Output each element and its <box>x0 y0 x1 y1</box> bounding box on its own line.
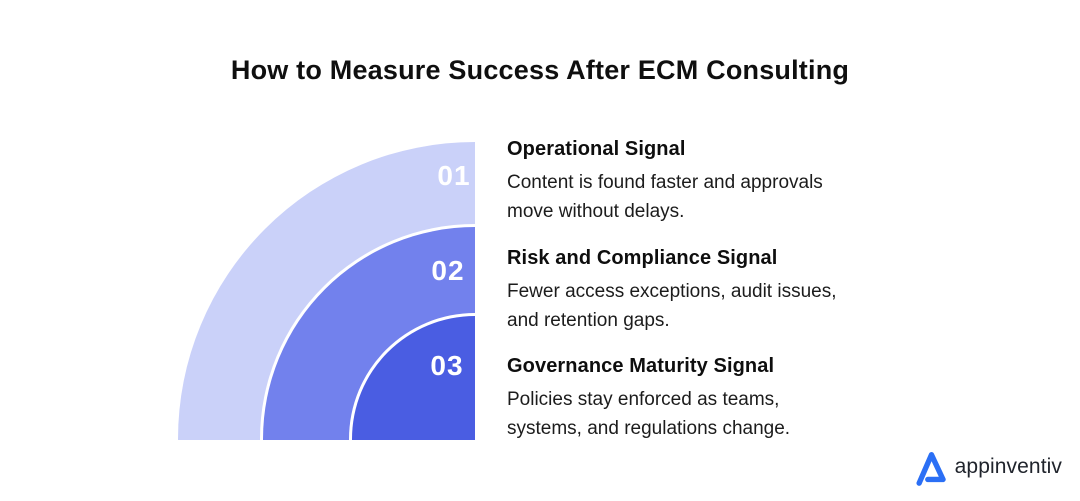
appinventiv-a-icon <box>916 451 946 486</box>
signal-body-line: systems, and regulations change. <box>507 418 791 439</box>
signal-body-line: Content is found faster and approvals <box>507 172 823 193</box>
signal-body-line: move without delays. <box>507 201 685 222</box>
signal-block-risk-compliance: Risk and Compliance Signal Fewer access … <box>507 247 887 335</box>
signal-block-operational: Operational Signal Content is found fast… <box>507 138 887 226</box>
ring-number-03: 03 <box>430 350 464 381</box>
signal-body-line: Policies stay enforced as teams, <box>507 389 780 410</box>
signal-heading: Risk and Compliance Signal <box>507 247 778 269</box>
appinventiv-logo: appinventiv <box>915 447 1062 487</box>
signal-block-governance: Governance Maturity Signal Policies stay… <box>507 355 887 443</box>
signal-heading: Operational Signal <box>507 138 686 160</box>
appinventiv-logo-text: appinventiv <box>954 455 1062 478</box>
signal-body-line: and retention gaps. <box>507 310 670 331</box>
ring-number-02: 02 <box>431 255 465 286</box>
signal-body-line: Fewer access exceptions, audit issues, <box>507 281 837 302</box>
ring-number-01: 01 <box>437 160 471 191</box>
page-title: How to Measure Success After ECM Consult… <box>230 55 850 85</box>
signal-heading: Governance Maturity Signal <box>507 355 775 377</box>
quarter-circle-graphic: 01 02 03 <box>0 0 475 440</box>
